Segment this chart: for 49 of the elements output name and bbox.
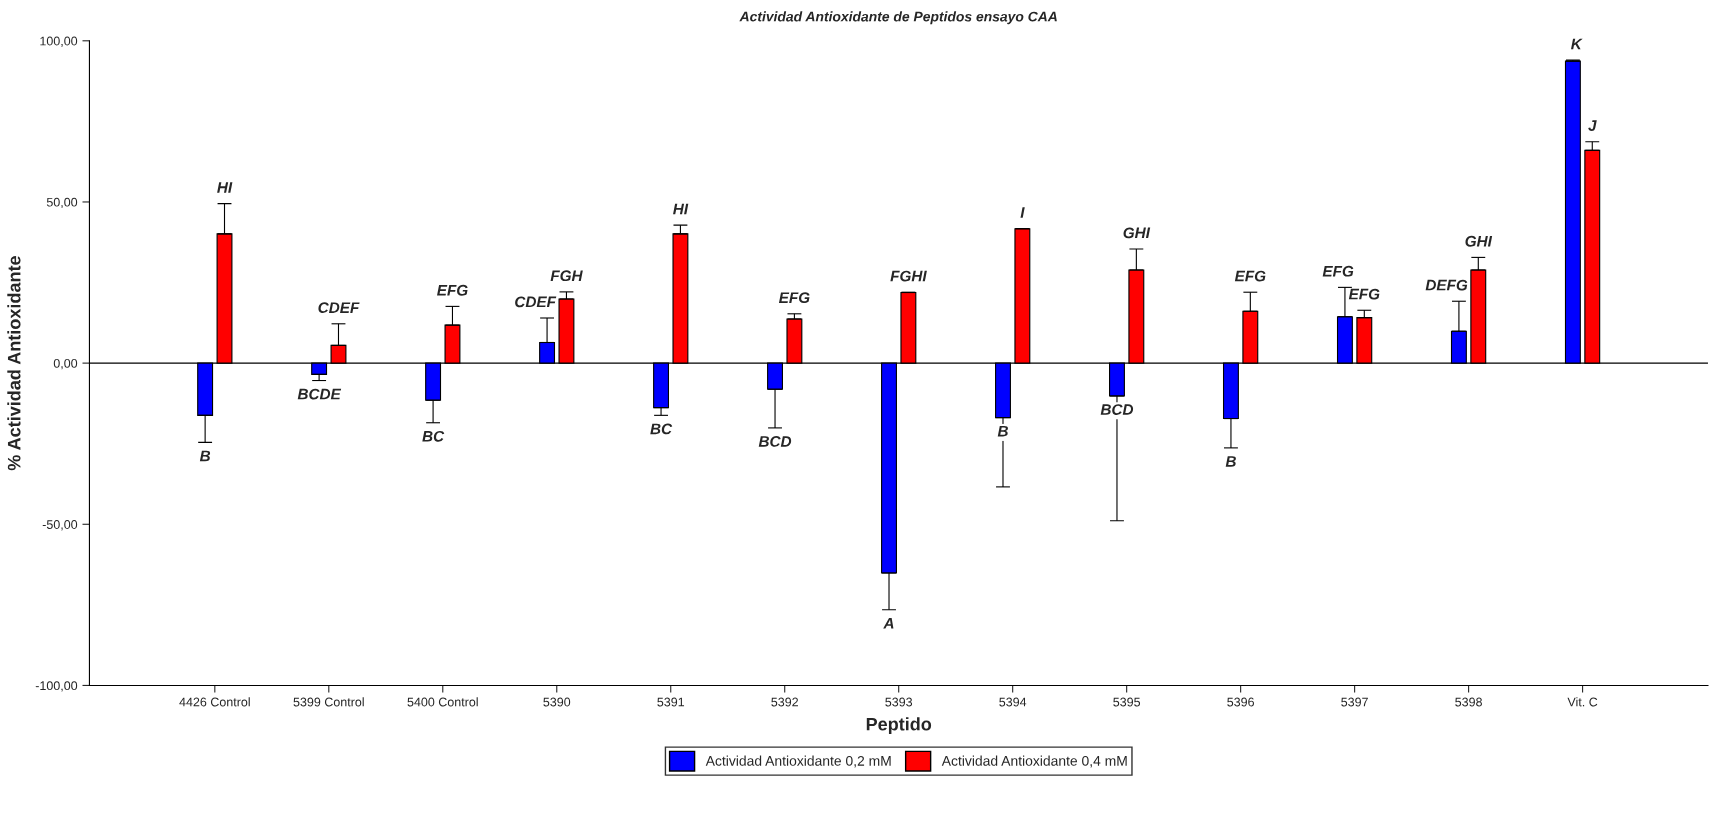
data-label: A (883, 617, 894, 629)
x-tick-label: 4426 Control (179, 697, 250, 707)
data-label: BC (650, 423, 673, 435)
y-tick-label: 100,00 (40, 36, 78, 47)
chart-title: Actividad Antioxidante de Peptidos ensayo CAA (739, 11, 1057, 25)
x-axis-title: Peptido (866, 717, 932, 735)
data-label: EFG (1234, 270, 1266, 282)
x-tick-label: 5399 Control (293, 697, 364, 707)
y-tick-label: 0,00 (53, 358, 78, 370)
data-label: J (1588, 120, 1597, 131)
data-label: CDEF (515, 296, 557, 308)
data-label: EFG (1348, 288, 1380, 300)
data-label: GHI (1465, 235, 1493, 247)
y-tick-label: -50,00 (42, 520, 78, 531)
data-label: GHI (1123, 227, 1151, 239)
data-label: K (1571, 38, 1583, 50)
x-tick-label: 5398 (1455, 697, 1482, 707)
data-label: EFG (1322, 265, 1354, 277)
data-label: I (1020, 207, 1025, 218)
y-tick-label: -100,00 (35, 681, 78, 692)
x-tick-label: 5394 (999, 697, 1027, 707)
data-label: B (1225, 456, 1236, 467)
x-tick-label: 5390 (543, 697, 571, 707)
data-label: B (199, 450, 211, 462)
data-label: CDEF (318, 302, 360, 314)
data-label: BCDE (297, 388, 342, 400)
data-label: BC (422, 430, 445, 442)
y-axis-title: % Actividad Antioxidante (7, 256, 21, 471)
x-tick-label: 5396 (1227, 697, 1254, 707)
x-tick-label: 5397 (1341, 697, 1368, 707)
data-label: BCD (1100, 404, 1134, 415)
data-label: FGHI (890, 270, 927, 282)
x-tick-label: 5392 (771, 697, 798, 707)
legend-label: Actividad Antioxidante 0,4 mM (941, 755, 1127, 768)
data-label: HI (217, 182, 233, 193)
x-tick-label: 5400 Control (407, 697, 478, 707)
y-tick-label: 50,00 (46, 197, 78, 209)
x-tick-label: 5391 (657, 697, 685, 707)
data-label: BCD (758, 436, 792, 447)
data-label: B (997, 425, 1008, 437)
legend-label: Actividad Antioxidante 0,2 mM (705, 755, 891, 768)
data-label: EFG (437, 284, 468, 296)
data-label: HI (673, 203, 689, 215)
data-label: DEFG (1425, 279, 1468, 291)
x-tick-label: 5395 (1113, 697, 1141, 707)
data-label: EFG (778, 292, 810, 304)
data-label: FGH (550, 270, 583, 282)
x-tick-label: Vit. C (1567, 697, 1598, 707)
x-tick-label: 5393 (885, 697, 913, 707)
